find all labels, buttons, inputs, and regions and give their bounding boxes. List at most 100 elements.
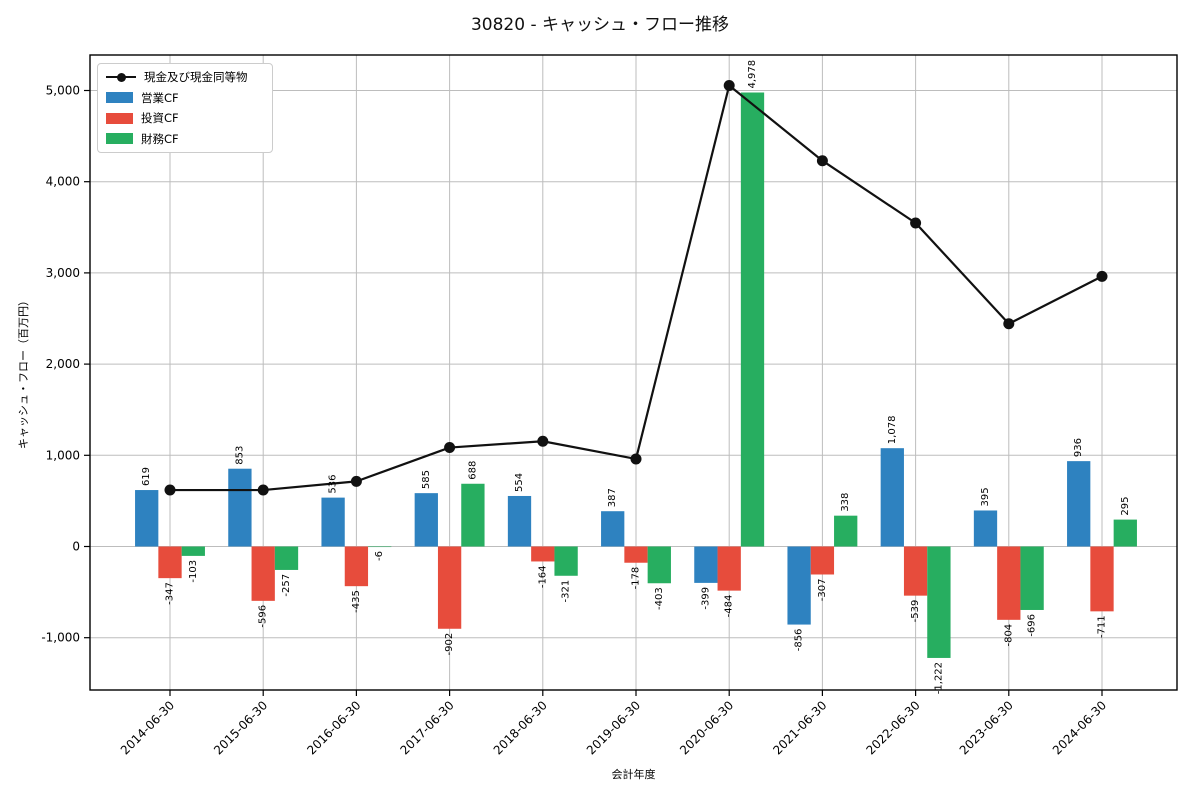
bar-value-label: -403 (654, 587, 665, 610)
x-axis-label: 会計年度 (611, 768, 656, 781)
x-tick-label: 2015-06-30 (211, 698, 270, 757)
bar-value-label: -856 (794, 629, 805, 652)
bar-value-label: -257 (281, 574, 292, 597)
cash-marker-2018-06-30 (537, 435, 549, 447)
legend-item-investing-cf: 投資CF (106, 108, 264, 128)
cash-marker-2017-06-30 (444, 442, 456, 454)
cash-marker-2016-06-30 (350, 475, 362, 487)
bar-営業CF-2017-06-30 (414, 493, 438, 547)
cash-marker-2015-06-30 (257, 484, 269, 496)
bar-財務CF-2019-06-30 (647, 546, 671, 584)
plot-border (89, 54, 1178, 691)
y-tick-label: 3,000 (46, 266, 80, 280)
bar-value-label: -1,222 (933, 662, 944, 694)
bar-value-label: -804 (1003, 624, 1014, 647)
cash-marker-2020-06-30 (723, 79, 735, 91)
x-tick-label: 2018-06-30 (491, 698, 550, 757)
cash-marker-2023-06-30 (1003, 318, 1015, 330)
bar-value-label: 688 (467, 461, 478, 480)
bar-value-label: -6 (374, 551, 385, 561)
bar-投資CF-2015-06-30 (251, 546, 275, 601)
bar-value-label: -435 (351, 590, 362, 613)
y-tick-label: 4,000 (46, 175, 80, 189)
bar-投資CF-2017-06-30 (437, 546, 462, 629)
x-tick-label: 2020-06-30 (677, 698, 736, 757)
bar-value-label: -103 (188, 560, 199, 583)
legend-item-financing-cf: 財務CF (106, 129, 264, 149)
y-tick-label: 0 (72, 540, 80, 554)
bar-value-label: -902 (444, 633, 455, 656)
bar-value-label: -484 (724, 595, 735, 618)
bar-value-label: 853 (234, 446, 245, 465)
bar-value-label: -164 (537, 565, 548, 588)
bar-財務CF-2023-06-30 (1020, 546, 1044, 610)
bar-value-label: -711 (1097, 615, 1108, 638)
bar-営業CF-2018-06-30 (507, 495, 532, 547)
bar-value-label: 554 (514, 473, 525, 492)
bar-value-label: -347 (165, 582, 176, 605)
bar-value-label: 295 (1120, 497, 1131, 516)
bar-value-label: 395 (980, 487, 991, 506)
bar-財務CF-2016-06-30 (368, 546, 392, 548)
bar-財務CF-2017-06-30 (461, 483, 485, 547)
bar-営業CF-2016-06-30 (321, 497, 345, 547)
bar-value-label: -539 (910, 600, 921, 623)
bar-value-label: -307 (817, 578, 828, 601)
bar-value-label: -696 (1027, 614, 1038, 637)
bar-営業CF-2021-06-30 (787, 546, 811, 625)
legend-label: 現金及び現金同等物 (144, 70, 248, 85)
bar-財務CF-2015-06-30 (274, 546, 299, 570)
cash-marker-2022-06-30 (910, 217, 922, 229)
color-swatch-financing (106, 133, 133, 145)
bar-財務CF-2014-06-30 (181, 546, 205, 556)
bar-財務CF-2018-06-30 (554, 546, 578, 576)
bar-投資CF-2023-06-30 (997, 546, 1021, 620)
legend: 現金及び現金同等物 営業CF 投資CF 財務CF (97, 63, 273, 153)
line-marker-swatch (106, 72, 136, 82)
bar-投資CF-2018-06-30 (531, 546, 555, 562)
x-tick-label: 2019-06-30 (584, 698, 643, 757)
bar-value-label: -178 (631, 567, 642, 590)
x-tick-label: 2021-06-30 (770, 698, 829, 757)
cash-marker-2021-06-30 (816, 155, 828, 167)
y-tick-label: -1,000 (41, 631, 80, 645)
bar-value-label: -321 (561, 580, 572, 603)
bar-財務CF-2022-06-30 (927, 546, 951, 658)
bar-value-label: 338 (840, 493, 851, 512)
x-tick-label: 2023-06-30 (957, 698, 1016, 757)
bar-value-label: 619 (141, 467, 152, 486)
bar-value-label: -596 (258, 605, 269, 628)
x-tick-label: 2017-06-30 (398, 698, 457, 757)
chart-title: 30820 - キャッシュ・フロー推移 (470, 15, 730, 35)
y-axis-label: キャッシュ・フロー（百万円） (17, 295, 30, 449)
bar-営業CF-2015-06-30 (228, 468, 252, 547)
cash-marker-2019-06-30 (630, 453, 642, 465)
color-swatch-investing (106, 112, 133, 124)
bar-投資CF-2020-06-30 (717, 546, 741, 591)
bar-投資CF-2024-06-30 (1090, 546, 1114, 612)
legend-label: 財務CF (141, 131, 179, 146)
x-tick-label: 2016-06-30 (304, 698, 363, 757)
x-tick-label: 2024-06-30 (1050, 698, 1109, 757)
marker-dot-icon (116, 72, 126, 82)
bar-投資CF-2021-06-30 (810, 546, 835, 575)
bar-value-label: 585 (421, 470, 432, 489)
bar-投資CF-2014-06-30 (158, 546, 182, 579)
bar-value-label: 536 (328, 475, 339, 494)
legend-item-operating-cf: 営業CF (106, 88, 264, 108)
bar-value-label: 4,978 (747, 60, 758, 89)
bar-営業CF-2019-06-30 (601, 511, 625, 547)
bar-営業CF-2024-06-30 (1067, 461, 1091, 547)
bar-value-label: 387 (607, 488, 618, 507)
bar-投資CF-2019-06-30 (624, 546, 648, 563)
bar-投資CF-2016-06-30 (344, 546, 369, 587)
y-tick-label: 1,000 (46, 448, 80, 462)
bar-営業CF-2020-06-30 (694, 546, 718, 583)
x-tick-label: 2014-06-30 (118, 698, 177, 757)
bar-営業CF-2023-06-30 (973, 510, 998, 547)
bar-営業CF-2014-06-30 (135, 490, 159, 547)
bar-value-label: 1,078 (887, 416, 898, 445)
bar-投資CF-2022-06-30 (903, 546, 928, 596)
